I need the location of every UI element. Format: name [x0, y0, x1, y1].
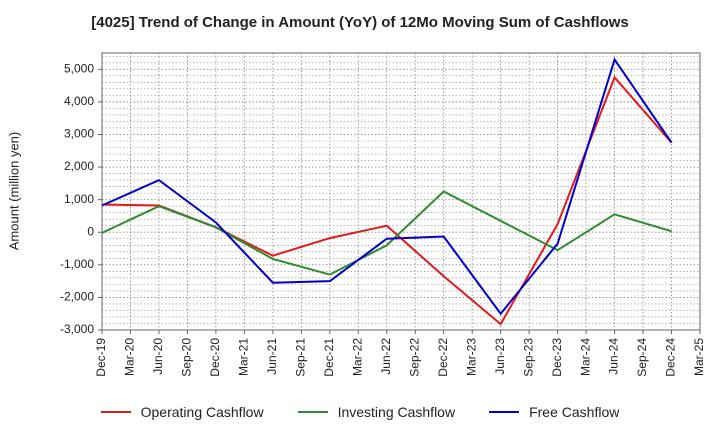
legend-label: Free Cashflow — [529, 404, 620, 420]
x-tick-label: Jun-22 — [379, 338, 393, 375]
tick-layer: Dec-19 Mar-20 Jun-20 Sep-20 Dec-20 Mar-21 Jun-… — [60, 61, 706, 376]
legend-swatch — [297, 411, 328, 413]
x-tick-label: Dec-21 — [322, 338, 336, 377]
x-tick-label: Jun-20 — [151, 338, 165, 375]
x-tick-label: Jun-21 — [265, 338, 279, 375]
x-tick-label: Sep-24 — [635, 338, 649, 377]
x-tick-label: Mar-24 — [578, 338, 592, 376]
x-tick-label: Dec-22 — [436, 338, 450, 377]
x-tick-label: Sep-20 — [180, 338, 194, 377]
legend-label: Operating Cashflow — [140, 404, 264, 420]
x-tick-label: Dec-24 — [664, 338, 678, 377]
y-tick-label: -3,000 — [60, 322, 94, 336]
y-tick-label: 5,000 — [64, 61, 94, 75]
x-tick-label: Mar-20 — [123, 338, 137, 376]
free-cashflow-line — [101, 57, 673, 316]
series-layer — [101, 57, 673, 326]
x-tick-label: Dec-20 — [208, 338, 222, 377]
x-tick-label: Dec-23 — [550, 338, 564, 377]
y-tick-label: 2,000 — [64, 159, 94, 173]
y-tick-label: 1,000 — [64, 192, 94, 206]
y-tick-label: 3,000 — [64, 127, 94, 141]
chart-title: [4025] Trend of Change in Amount (YoY) o… — [91, 14, 629, 31]
y-tick-label: -1,000 — [60, 257, 94, 271]
x-tick-label: Mar-25 — [692, 338, 706, 376]
y-tick-label: 0 — [87, 224, 94, 238]
legend-item-operating-cashflow: Operating Cashflow — [100, 404, 264, 420]
grid-layer — [101, 53, 701, 331]
legend-swatch — [100, 411, 131, 413]
legend-label: Investing Cashflow — [337, 404, 456, 420]
legend-item-free-cashflow: Free Cashflow — [489, 404, 619, 420]
legend-swatch — [489, 411, 520, 413]
plot-frame — [101, 52, 701, 331]
legend-item-investing-cashflow: Investing Cashflow — [297, 404, 456, 420]
x-tick-label: Jun-24 — [607, 338, 621, 375]
x-tick-label: Sep-21 — [294, 338, 308, 377]
x-tick-label: Dec-19 — [94, 338, 108, 377]
x-tick-label: Jun-23 — [493, 338, 507, 375]
x-tick-label: Sep-23 — [521, 338, 535, 377]
y-tick-label: 4,000 — [64, 94, 94, 108]
x-tick-label: Sep-22 — [407, 338, 421, 377]
investing-cashflow-line — [101, 190, 672, 276]
x-tick-label: Mar-23 — [464, 338, 478, 376]
legend: Operating Cashflow Investing Cashflow Free… — [0, 404, 720, 420]
y-tick-label: -2,000 — [60, 290, 94, 304]
x-tick-label: Mar-22 — [350, 338, 364, 376]
x-tick-label: Mar-21 — [237, 338, 251, 376]
